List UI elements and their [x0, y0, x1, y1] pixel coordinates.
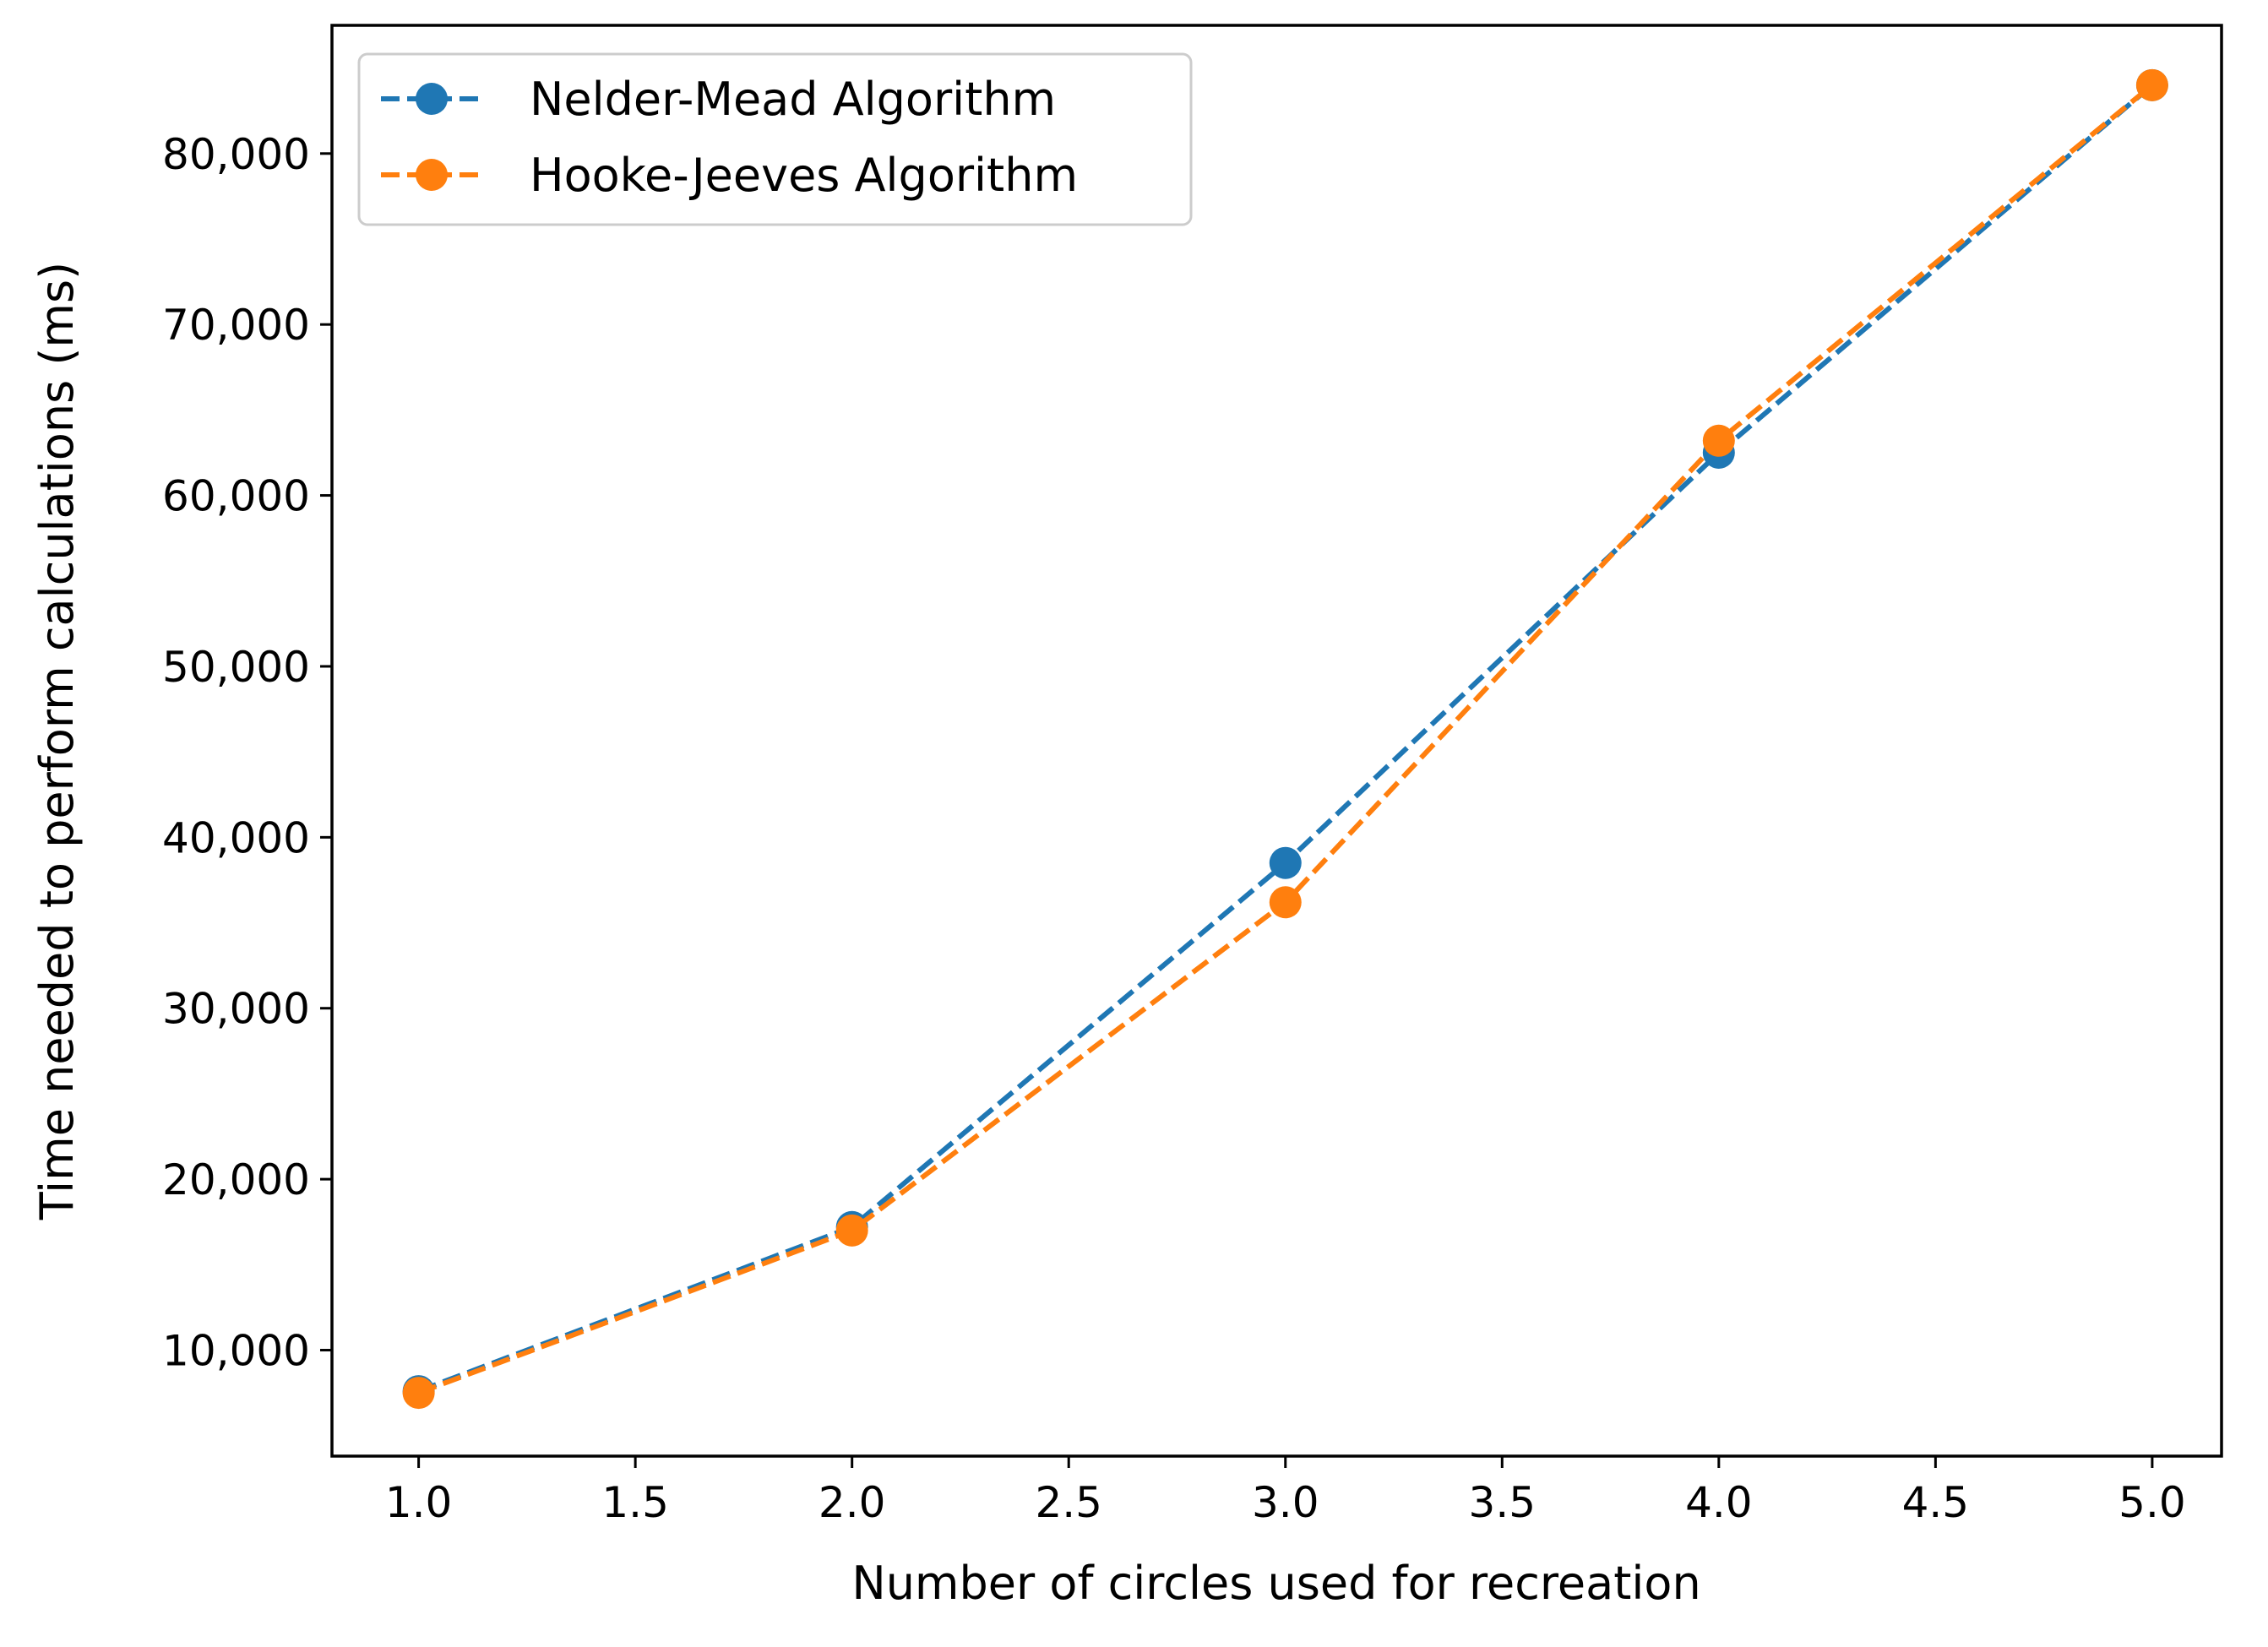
y-tick-label: 60,000	[162, 472, 310, 521]
x-tick-label: 1.5	[601, 1478, 669, 1527]
x-axis-label: Number of circles used for recreation	[851, 1557, 1700, 1610]
legend-label-0: Nelder-Mead Algorithm	[530, 73, 1056, 126]
y-tick-label: 50,000	[162, 643, 310, 692]
series-line-1	[417, 83, 2154, 1395]
x-tick-label: 3.0	[1252, 1478, 1319, 1527]
data-point-series-1	[1269, 886, 1302, 919]
data-point-series-0	[1269, 846, 1302, 879]
y-tick-label: 70,000	[162, 301, 310, 350]
y-tick-label: 30,000	[162, 985, 310, 1034]
x-tick-label: 3.5	[1469, 1478, 1536, 1527]
y-tick-label: 10,000	[162, 1327, 310, 1376]
y-axis-ticks: 10,000 20,000 30,000 40,000 50,000 60,000 70,0…	[162, 130, 332, 1376]
legend-marker-0	[416, 83, 448, 115]
y-tick-label: 80,000	[162, 130, 310, 179]
x-tick-label: 2.5	[1035, 1478, 1102, 1527]
y-axis-label: Time needed to perform calculations (ms)	[30, 262, 84, 1220]
x-tick-label: 4.5	[1902, 1478, 1970, 1527]
x-tick-label: 1.0	[385, 1478, 453, 1527]
y-tick-label: 40,000	[162, 813, 310, 862]
legend-marker-1	[416, 159, 448, 191]
plot-area-frame	[330, 24, 2223, 1458]
data-point-series-1	[1702, 424, 1735, 457]
legend: Nelder-Mead Algorithm Hooke-Jeeves Algori…	[357, 52, 1193, 226]
series-layer	[402, 68, 2168, 1410]
x-tick-label: 4.0	[1685, 1478, 1753, 1527]
data-point-series-1	[2135, 68, 2168, 101]
y-tick-label: 20,000	[162, 1155, 310, 1204]
data-point-series-1	[402, 1377, 435, 1410]
x-tick-label: 5.0	[2118, 1478, 2186, 1527]
x-tick-label: 2.0	[819, 1478, 886, 1527]
data-point-series-1	[835, 1214, 868, 1247]
x-axis-ticks: 1.0 1.5 2.0 2.5 3.0 3.5 4.0 4.5 5.0	[385, 1456, 2186, 1527]
legend-label-1: Hooke-Jeeves Algorithm	[530, 149, 1078, 202]
series-line-0	[417, 83, 2154, 1394]
legend-frame	[357, 52, 1193, 226]
